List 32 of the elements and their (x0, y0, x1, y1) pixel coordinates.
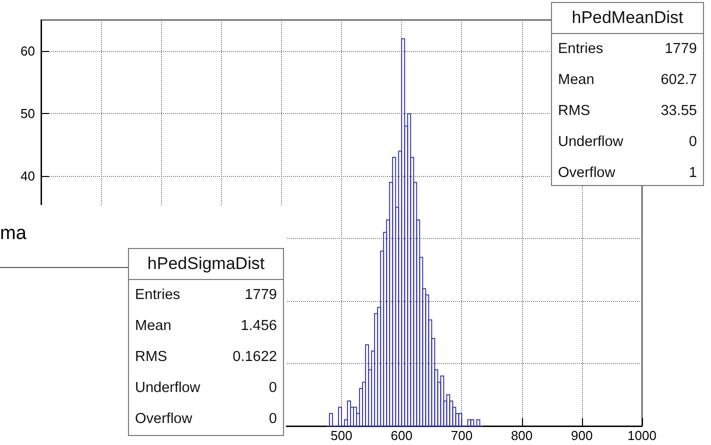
x-tick-label: 1000 (628, 428, 656, 443)
annotation: Overflow (558, 164, 616, 183)
annotation: hPedMeanDist (552, 3, 703, 34)
annotation: Entries (558, 40, 604, 59)
x-tick-label: 500 (330, 428, 352, 443)
annotation: Overflow (135, 410, 192, 429)
annotation: Entries (135, 286, 180, 305)
annotation: 0 (268, 379, 277, 398)
x-tick-label: 900 (571, 428, 593, 443)
y-tick-label: 50 (20, 106, 35, 122)
y-tick-label: 40 (20, 168, 35, 184)
annotation: hPedSigmaDist (129, 249, 283, 280)
annotation: 1.456 (240, 317, 277, 336)
annotation: Mean (135, 317, 172, 336)
annotation: 0 (268, 410, 277, 429)
text: 602.7 (660, 71, 697, 90)
annotation: 1779 (244, 286, 277, 305)
text: ma (0, 223, 26, 245)
text: 1 (688, 164, 697, 183)
annotation: Mean (558, 71, 594, 90)
annotation: RMS (558, 102, 590, 121)
x-tick-label: 800 (510, 428, 533, 443)
x-tick-label: 600 (390, 428, 412, 443)
text: 0 (688, 133, 697, 152)
annotation: RMS (135, 348, 168, 367)
annotation: Underflow (135, 379, 200, 398)
x-tick-label: 700 (450, 428, 473, 443)
annotation: 0.1622 (232, 348, 277, 367)
text: 33.55 (660, 102, 697, 121)
text: 1779 (664, 40, 697, 59)
annotation: Underflow (558, 133, 624, 152)
y-tick-label: 60 (20, 44, 35, 59)
